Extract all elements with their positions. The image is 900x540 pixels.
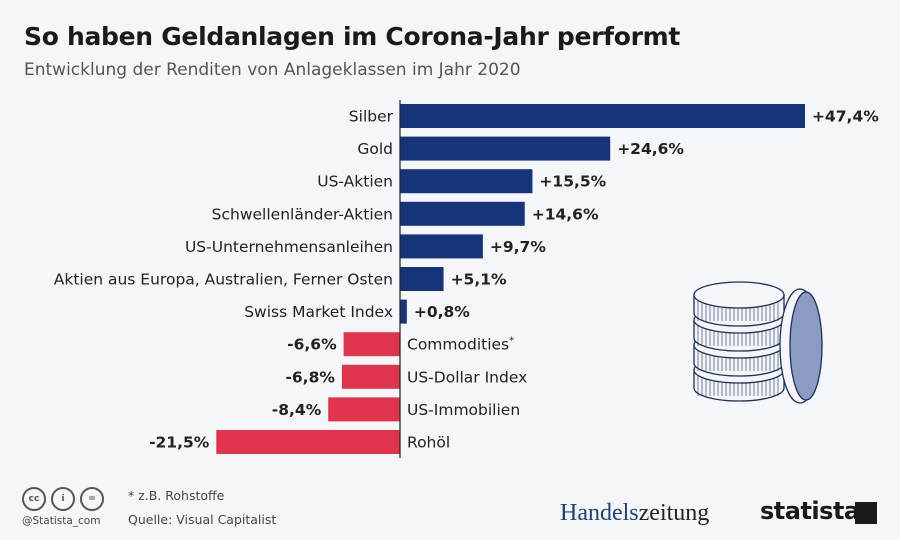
bar: [343, 332, 400, 357]
category-label: US-Immobilien: [407, 401, 520, 419]
category-label: Schwellenländer-Aktien: [212, 205, 393, 223]
category-label: Rohöl: [407, 434, 450, 452]
bar: [400, 201, 525, 226]
value-label: +5,1%: [451, 271, 507, 289]
category-label: Gold: [357, 140, 393, 158]
attribution-icon: i: [51, 487, 75, 511]
category-label: US-Unternehmensanleihen: [185, 238, 393, 256]
category-label: Swiss Market Index: [244, 303, 393, 321]
bar: [341, 364, 400, 389]
category-label: US-Dollar Index: [407, 368, 527, 386]
coin-stack-icon: [693, 281, 823, 404]
category-label: Silber: [349, 108, 394, 126]
bar: [400, 267, 444, 291]
cc-license-icon: cc: [22, 487, 46, 511]
bar: [400, 234, 483, 259]
statista-logo: statista: [760, 497, 860, 525]
bar: [400, 136, 611, 161]
category-label: Aktien aus Europa, Australien, Ferner Os…: [54, 271, 393, 289]
value-label: +15,5%: [539, 173, 606, 191]
chart-title: So haben Geldanlagen im Corona-Jahr perf…: [24, 22, 681, 51]
bar: [400, 169, 533, 194]
value-label: +14,6%: [532, 205, 599, 223]
footnote: * z.B. Rohstoffe: [128, 488, 225, 503]
bar: [216, 430, 400, 454]
value-label: -6,6%: [287, 336, 337, 354]
category-label: US-Aktien: [317, 173, 393, 191]
chart-subtitle: Entwicklung der Renditen von Anlageklass…: [24, 60, 521, 80]
bar: [400, 104, 805, 128]
category-label: Commodities*: [407, 336, 514, 354]
handelszeitung-logo: Handelszeitung: [560, 500, 710, 526]
no-derivatives-icon: =: [80, 487, 104, 511]
source: Quelle: Visual Capitalist: [128, 512, 277, 527]
value-label: +9,7%: [490, 238, 546, 256]
value-label: +24,6%: [617, 140, 684, 158]
value-label: +0,8%: [414, 303, 470, 321]
value-label: -8,4%: [272, 401, 322, 419]
bar: [400, 299, 407, 324]
bar: [328, 397, 400, 422]
statista-logo-icon: [855, 502, 877, 524]
value-label: -6,8%: [285, 368, 335, 386]
value-label: +47,4%: [812, 108, 879, 126]
value-label: -21,5%: [149, 434, 210, 452]
statista-handle: @Statista_com: [22, 515, 101, 527]
